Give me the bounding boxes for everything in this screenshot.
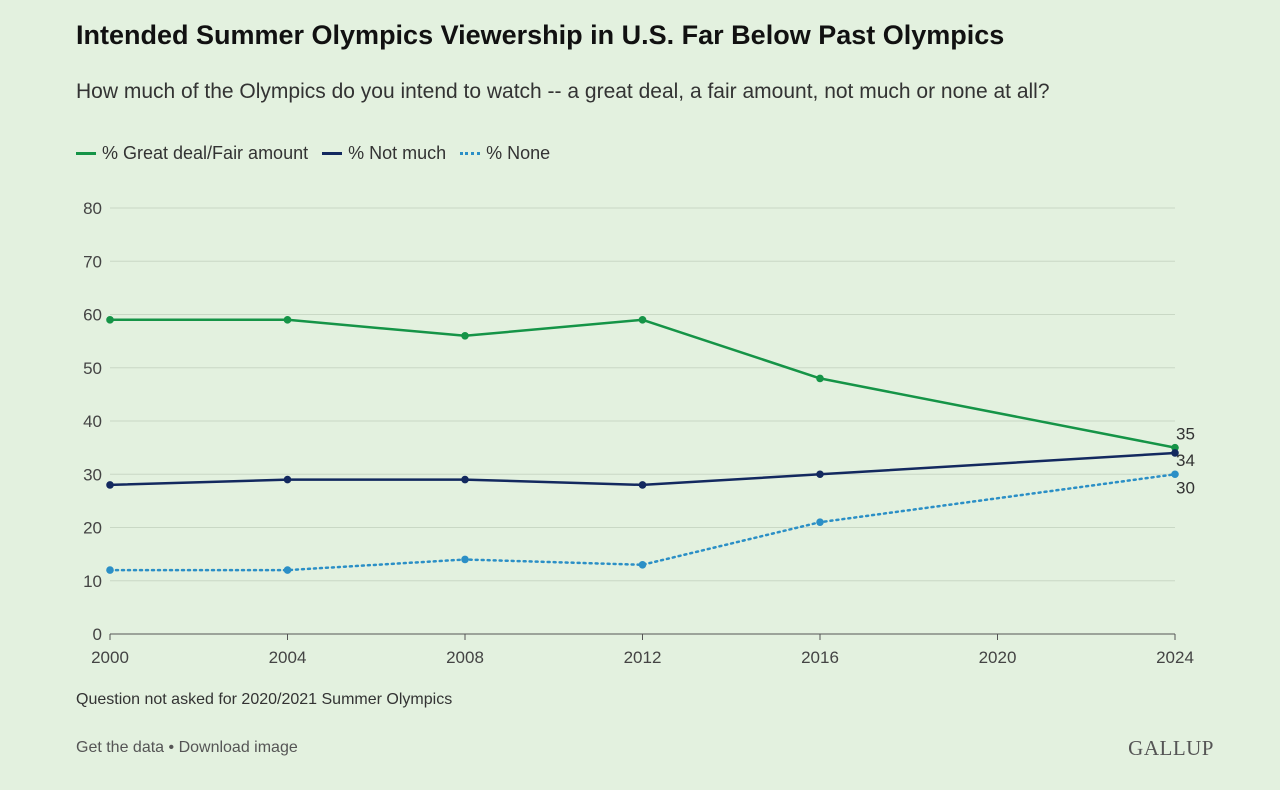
download-image-link[interactable]: Download image (178, 739, 298, 756)
legend-swatch-0 (76, 152, 96, 155)
legend-label-2: % None (486, 143, 551, 163)
x-tick-label: 2024 (1156, 648, 1194, 667)
x-tick-label: 2012 (624, 648, 662, 667)
x-tick-label: 2000 (91, 648, 129, 667)
chart-footnote: Question not asked for 2020/2021 Summer … (76, 691, 453, 708)
legend-item-1: % Not much (322, 143, 446, 164)
data-point-2-2000 (106, 566, 114, 574)
legend-item-2: % None (460, 143, 550, 164)
series-line-1 (109, 451, 1176, 487)
chart-title: Intended Summer Olympics Viewership in U… (76, 20, 1005, 50)
data-point-0-2000 (106, 316, 114, 324)
data-point-2-2008 (461, 555, 469, 564)
data-point-2-2012 (638, 560, 647, 569)
legend-label-1: % Not much (348, 143, 447, 163)
x-tick-label: 2008 (446, 648, 484, 667)
data-point-1-2016 (816, 470, 824, 479)
data-point-0-2004 (283, 316, 292, 324)
data-point-0-2008 (461, 332, 469, 340)
gallup-logo: GALLUP (1128, 736, 1214, 760)
x-tick-label: 2020 (979, 648, 1017, 667)
end-label-2: 30 (1176, 478, 1195, 497)
x-tick-label: 2004 (269, 648, 307, 667)
data-point-2-2016 (816, 518, 824, 526)
series-line-0 (110, 318, 1176, 449)
y-tick-label: 0 (93, 625, 102, 644)
series-line-2 (108, 473, 1177, 572)
y-tick-label: 50 (83, 359, 102, 378)
chart-legend: % Great deal/Fair amount % Not much % None (76, 143, 564, 164)
data-point-1-2004 (283, 475, 292, 484)
legend-item-0: % Great deal/Fair amount (76, 143, 308, 164)
get-data-link[interactable]: Get the data (76, 739, 165, 756)
data-point-2-2004 (283, 566, 292, 574)
data-point-0-2024 (1171, 443, 1179, 452)
y-tick-label: 10 (83, 572, 102, 591)
chart-footer: Get the data • Download image (76, 739, 298, 757)
data-point-1-2008 (461, 475, 469, 484)
footer-separator: • (164, 739, 179, 756)
x-tick-label: 2016 (801, 648, 839, 667)
data-point-1-2000 (106, 481, 114, 489)
data-point-1-2012 (638, 481, 647, 489)
data-point-0-2016 (816, 374, 824, 383)
y-tick-label: 70 (83, 252, 102, 271)
y-tick-label: 60 (83, 306, 102, 325)
legend-label-0: % Great deal/Fair amount (102, 143, 309, 163)
data-point-0-2012 (638, 316, 647, 324)
y-tick-label: 20 (83, 519, 102, 538)
data-point-1-2024 (1171, 449, 1179, 457)
data-point-2-2024 (1171, 470, 1179, 479)
end-label-0: 35 (1176, 425, 1195, 444)
y-tick-label: 30 (83, 465, 102, 484)
chart-subtitle: How much of the Olympics do you intend t… (76, 80, 1050, 103)
legend-swatch-1 (322, 152, 343, 155)
y-tick-label: 40 (83, 412, 102, 431)
y-tick-label: 80 (83, 199, 102, 218)
legend-swatch-2 (460, 152, 481, 155)
end-label-1: 34 (1176, 451, 1195, 470)
